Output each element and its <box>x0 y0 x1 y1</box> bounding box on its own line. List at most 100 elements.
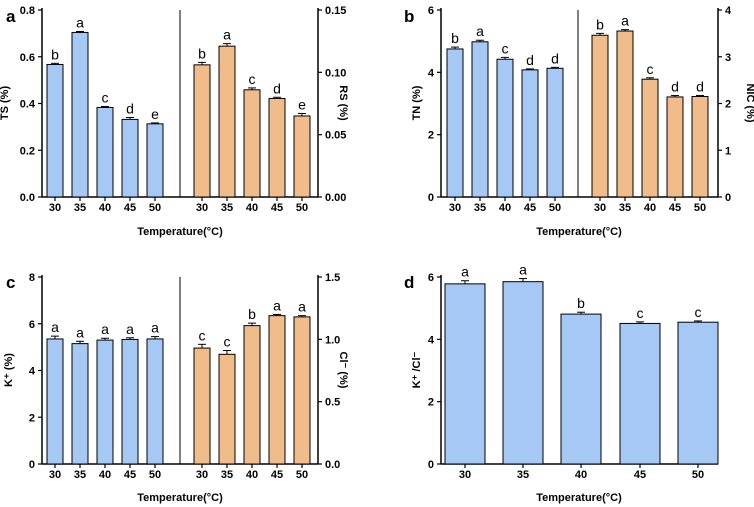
significance-letter: b <box>51 46 59 62</box>
significance-letter: d <box>273 80 281 96</box>
significance-letter: c <box>647 61 654 77</box>
left-tick-label: 0.0 <box>20 192 35 204</box>
significance-letter: d <box>671 79 679 95</box>
right-tick-label: 0.0 <box>325 459 340 471</box>
bar <box>268 98 286 198</box>
x-tick-label: 40 <box>246 202 258 214</box>
right-y-label: NIC (%) <box>744 83 754 122</box>
left-tick-label: 0 <box>428 459 434 471</box>
significance-letter: c <box>224 334 231 350</box>
x-tick-label: 45 <box>524 202 536 214</box>
bar <box>444 283 486 465</box>
left-tick-label: 2 <box>428 397 434 409</box>
x-tick-label: 30 <box>594 202 606 214</box>
significance-letter: a <box>126 321 134 337</box>
panel-c: c 0 2 4 6 8 K⁺ (%) 0.0 0.5 1.0 1.5 Cl⁻ (%) a a a a a c c b a… <box>3 272 349 504</box>
bar <box>146 338 164 465</box>
x-tick-label: 40 <box>575 469 587 481</box>
left-y-label: K⁺ (%) <box>3 353 15 387</box>
significance-letter: d <box>696 79 704 95</box>
x-axis-label: Temperature(°C) <box>137 492 223 504</box>
right-tick-label: 2 <box>725 99 731 111</box>
bar <box>243 325 261 465</box>
significance-letter: b <box>248 306 256 322</box>
x-tick-label: 40 <box>644 202 656 214</box>
x-tick-label: 40 <box>499 202 511 214</box>
x-tick-label: 50 <box>149 202 161 214</box>
bar <box>666 96 684 198</box>
panel-d: d 0 2 4 6 K⁺ /Cl⁻ a a b c c 30 35 40 45 50 Temperature(°… <box>404 262 719 504</box>
right-tick-label: 3 <box>725 52 731 64</box>
right-tick-label: 0.5 <box>325 397 340 409</box>
right-tick-label: 0.15 <box>325 5 346 17</box>
x-tick-label: 35 <box>517 469 529 481</box>
significance-letter: e <box>298 96 306 112</box>
significance-letter: d <box>126 101 134 117</box>
panel-b: b 0 2 4 6 TN (%) 0 1 2 3 4 NIC (%) b a c d d b a c d d 30 35 40 4… <box>404 5 754 238</box>
x-tick-label: 40 <box>246 469 258 481</box>
right-tick-label: 1.0 <box>325 334 340 346</box>
significance-letter: a <box>273 297 281 313</box>
left-y-label: TS (%) <box>0 86 11 121</box>
bar <box>691 95 709 198</box>
significance-letter: a <box>298 299 306 315</box>
bar <box>502 281 544 465</box>
right-y-label: RS (%) <box>337 85 349 121</box>
x-axis-label: Temperature(°C) <box>137 226 223 238</box>
left-tick-label: 6 <box>428 272 434 284</box>
bar <box>218 45 236 198</box>
x-tick-label: 50 <box>296 202 308 214</box>
x-tick-label: 50 <box>149 469 161 481</box>
x-tick-label: 35 <box>474 202 486 214</box>
x-tick-label: 45 <box>271 469 283 481</box>
x-tick-label: 30 <box>49 469 61 481</box>
bar <box>293 115 311 198</box>
x-tick-label: 50 <box>694 202 706 214</box>
significance-letter: b <box>451 30 459 46</box>
significance-letter: e <box>151 106 159 122</box>
bar <box>641 78 659 198</box>
bar <box>268 315 286 465</box>
significance-letter: a <box>223 27 231 43</box>
left-tick-label: 0.6 <box>20 52 35 64</box>
significance-letter: a <box>519 262 527 278</box>
significance-letter: b <box>198 45 206 61</box>
x-tick-label: 40 <box>99 202 111 214</box>
panel-a: a 0.0 0.2 0.4 0.6 0.8 TS (%) 0.00 0.05 0.10 0.15 RS… <box>0 5 349 238</box>
left-tick-label: 2 <box>29 412 35 424</box>
bar <box>446 48 464 198</box>
significance-letter: c <box>102 90 109 106</box>
left-tick-label: 6 <box>29 319 35 331</box>
bar <box>677 321 719 465</box>
x-tick-label: 30 <box>459 469 471 481</box>
right-tick-label: 1 <box>725 145 731 157</box>
bar <box>193 347 211 465</box>
right-y-label: Cl⁻ (%) <box>337 352 349 389</box>
bar <box>243 89 261 198</box>
right-tick-label: 0.00 <box>325 192 346 204</box>
panel-label: a <box>6 7 16 26</box>
left-tick-label: 0 <box>29 459 35 471</box>
significance-letter: a <box>76 15 84 31</box>
left-tick-label: 0.2 <box>20 145 35 157</box>
significance-letter: a <box>461 264 469 280</box>
bar <box>96 339 114 465</box>
bar <box>496 58 514 198</box>
significance-letter: a <box>151 320 159 336</box>
panel-label: d <box>404 273 414 292</box>
left-tick-label: 0.4 <box>20 99 36 111</box>
bar <box>521 69 539 198</box>
right-tick-label: 0.05 <box>325 130 346 142</box>
x-tick-label: 45 <box>669 202 681 214</box>
bar <box>146 123 164 198</box>
bar <box>46 63 64 198</box>
bar <box>46 338 64 465</box>
right-tick-label: 4 <box>725 5 732 17</box>
bar <box>218 353 236 465</box>
bar <box>546 67 564 198</box>
bar <box>293 316 311 465</box>
x-tick-label: 45 <box>124 202 136 214</box>
left-y-label: K⁺ /Cl⁻ <box>411 351 423 388</box>
right-tick-label: 0.10 <box>325 67 346 79</box>
